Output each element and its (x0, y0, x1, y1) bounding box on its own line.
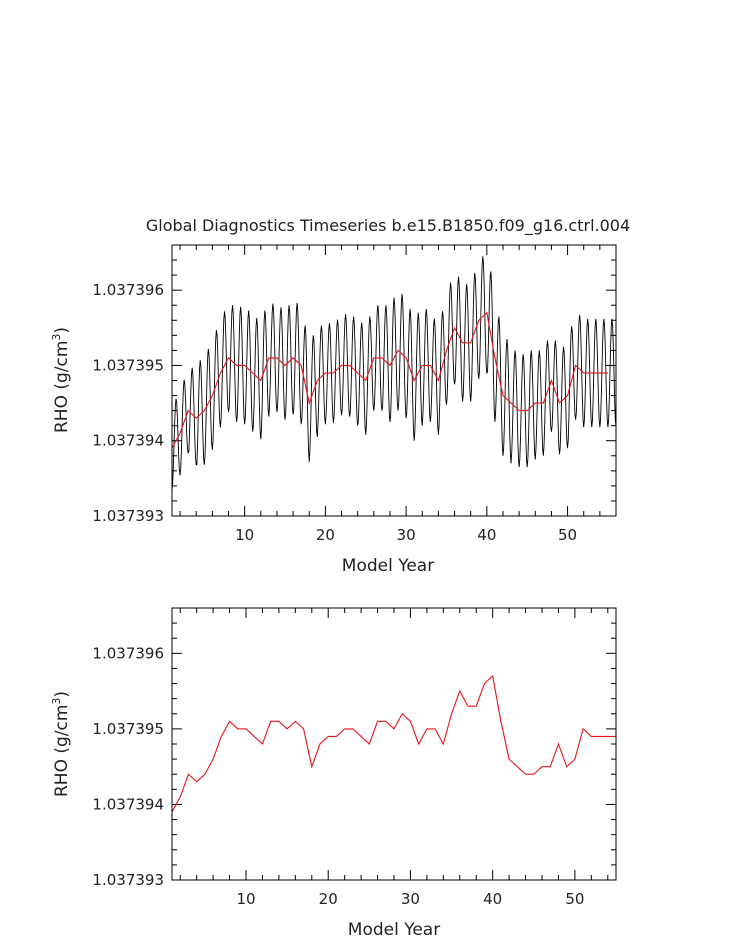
bottom-ylabel-close: ) (52, 691, 72, 698)
top-chart-frame (171, 244, 617, 517)
bottom-ylabel-sup: 3 (50, 698, 63, 705)
top-series-line-monthly (172, 256, 616, 491)
top-ylabel-main: RHO (g/cm (52, 341, 72, 433)
top-chart-ticks: 10 20 30 40 50 1.037393 1.037394 1.037395 1.0373… (92, 244, 617, 544)
top-timeseries-chart: Global Diagnostics Timeseries b.e15.B185… (50, 216, 630, 576)
bottom-xtick-label: 50 (565, 890, 584, 908)
bottom-series-line-annual (172, 674, 616, 813)
bottom-chart-xlabel: Model Year (348, 920, 440, 940)
bottom-chart-frame (171, 607, 617, 881)
top-ytick-label: 1.037394 (92, 432, 164, 450)
bottom-ytick-label: 1.037395 (92, 720, 164, 738)
bottom-chart-ylabel: RHO (g/cm3) (50, 691, 72, 797)
top-xtick-label: 10 (235, 526, 254, 544)
bottom-annual-chart: 10 20 30 40 50 1.037393 1.037394 1.037395 1.0373… (50, 607, 617, 940)
top-xtick-label: 20 (316, 526, 335, 544)
top-chart-series (172, 256, 616, 491)
top-xtick-label: 50 (558, 526, 577, 544)
bottom-xtick-label: 10 (236, 890, 255, 908)
bottom-xtick-label: 40 (483, 890, 502, 908)
bottom-xtick-label: 30 (401, 890, 420, 908)
top-ytick-label: 1.037395 (92, 356, 164, 374)
top-ylabel-sup: 3 (50, 334, 63, 341)
top-chart-xlabel: Model Year (342, 556, 434, 576)
top-chart-ylabel: RHO (g/cm3) (50, 327, 72, 433)
bottom-ytick-label: 1.037393 (92, 871, 164, 889)
top-ytick-label: 1.037393 (92, 507, 164, 525)
bottom-chart-series (172, 674, 616, 813)
top-chart-title: Global Diagnostics Timeseries b.e15.B185… (146, 216, 630, 236)
bottom-xtick-label: 20 (319, 890, 338, 908)
top-xtick-label: 30 (397, 526, 416, 544)
bottom-ylabel-main: RHO (g/cm (52, 705, 72, 797)
top-series-line-annual (172, 311, 608, 449)
top-ylabel-close: ) (52, 327, 72, 334)
top-xtick-label: 40 (477, 526, 496, 544)
top-ytick-label: 1.037396 (92, 281, 164, 299)
bottom-chart-ticks: 10 20 30 40 50 1.037393 1.037394 1.037395 1.0373… (92, 607, 616, 908)
bottom-ytick-label: 1.037394 (92, 795, 164, 813)
bottom-ytick-label: 1.037396 (92, 644, 164, 662)
